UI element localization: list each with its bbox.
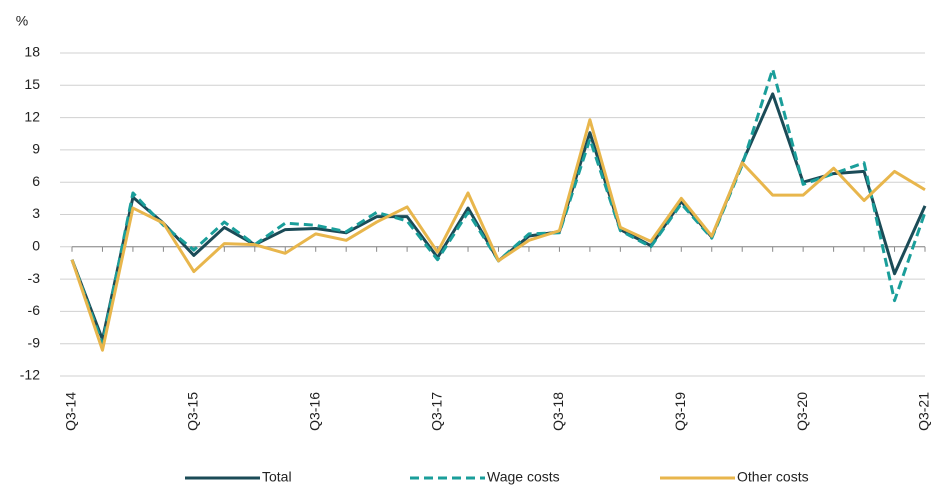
- x-tick-label: Q3-15: [185, 392, 201, 431]
- y-tick-label: 0: [32, 238, 40, 254]
- y-axis-label: %: [16, 13, 28, 29]
- x-tick-label: Q3-21: [916, 392, 931, 431]
- series-line: [70, 118, 926, 352]
- y-tick-label: 3: [32, 205, 40, 221]
- y-tick-label: 9: [32, 141, 40, 157]
- y-tick-label: 18: [24, 44, 40, 60]
- y-tick-label: -12: [20, 367, 40, 383]
- legend-label: Wage costs: [487, 469, 560, 485]
- x-tick-label: Q3-20: [794, 392, 810, 431]
- y-tick-label: -3: [28, 270, 41, 286]
- legend-label: Other costs: [737, 469, 809, 485]
- series-line: [70, 92, 927, 341]
- x-tick-label: Q3-14: [63, 392, 79, 431]
- legend-label: Total: [262, 469, 292, 485]
- y-tick-label: 6: [32, 173, 40, 189]
- x-tick-label: Q3-17: [428, 392, 444, 431]
- series-line: [70, 67, 927, 346]
- y-tick-label: 12: [24, 108, 40, 124]
- x-tick-label: Q3-19: [672, 392, 688, 431]
- x-tick-label: Q3-16: [306, 392, 322, 431]
- x-tick-label: Q3-18: [550, 392, 566, 431]
- y-tick-label: -6: [28, 302, 41, 318]
- y-tick-label: 15: [24, 76, 40, 92]
- y-tick-label: -9: [28, 334, 41, 350]
